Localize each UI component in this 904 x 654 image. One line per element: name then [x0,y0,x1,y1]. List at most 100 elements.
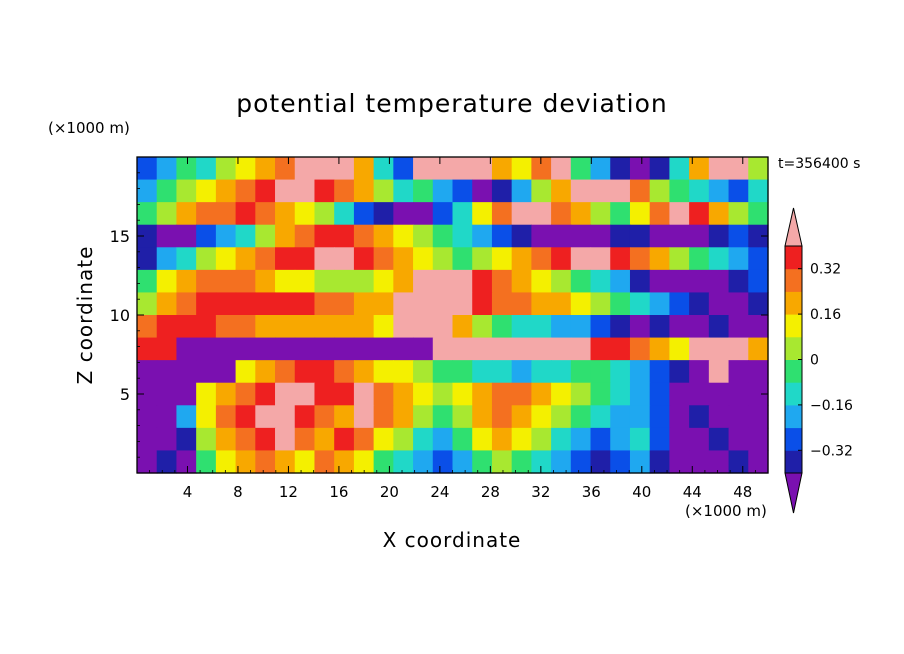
contour-cell [551,157,572,181]
colorbar-extend-top [784,207,803,247]
contour-cell [649,202,671,226]
contour-cell [748,179,769,203]
contour-cell [531,450,552,474]
contour-cell [137,224,158,248]
contour-cell [413,202,434,226]
contour-cell [511,360,532,384]
contour-cell [551,202,572,226]
contour-cell [689,337,710,361]
contour-cell [156,315,178,339]
contour-cell [689,315,710,339]
contour-cell [176,224,197,248]
contour-cell [629,315,651,339]
contour-cell [255,202,276,226]
contour-cell [728,382,749,406]
contour-cell [314,292,335,316]
contour-cell [708,427,730,452]
contour-cell [728,224,749,248]
contour-cell [235,315,256,339]
contour-cell [748,382,769,406]
contour-cell [472,292,493,316]
contour-cell [373,315,394,339]
contour-cell [215,450,237,474]
contour-cell [294,247,316,271]
contour-cell [728,450,749,474]
contour-cell [235,450,256,474]
contour-cell [452,450,473,474]
contour-cell [472,382,493,406]
contour-cell [610,269,631,294]
contour-cell [610,382,631,406]
contour-cell [235,269,256,294]
contour-cell [215,202,237,226]
contour-cell [393,450,414,474]
contour-cell [176,405,197,429]
contour-cell [432,315,454,339]
contour-cell [610,202,631,226]
contour-cell [452,405,473,429]
contour-cell [551,405,572,429]
contour-cell [196,405,217,429]
contour-cell [353,450,375,474]
x-tick-label: 16 [329,483,348,501]
contour-cell [748,405,769,429]
contour-cell [413,382,434,406]
contour-cell [610,292,631,316]
contour-cell [196,269,217,294]
contour-cell [629,427,651,452]
contour-cell [137,315,158,339]
contour-cell [590,315,611,339]
contour-cell [413,292,434,316]
contour-cell [294,269,316,294]
contour-cell [275,269,296,294]
contour-cell [215,427,237,452]
contour-cell [491,405,513,429]
contour-cell [235,179,256,203]
contour-cell [413,179,434,203]
contour-cell [649,427,671,452]
contour-cell [669,427,690,452]
contour-cell [255,269,276,294]
contour-cell [531,157,552,181]
contour-cell [373,179,394,203]
contour-cell [452,202,473,226]
contour-cell [334,179,355,203]
contour-cell [708,382,730,406]
contour-cell [629,157,651,181]
contour-cell [196,315,217,339]
contour-cell [570,269,592,294]
contour-cell [629,450,651,474]
contour-cell [235,292,256,316]
contour-cell [432,202,454,226]
contour-cell [531,202,552,226]
contour-cell [334,405,355,429]
x-axis-ticks: 4 8 12 16 20 24 28 32 36 40 44 48 [149,157,756,501]
contour-cell [393,224,414,248]
x-tick-label: 4 [183,483,193,501]
contour-cell [491,382,513,406]
contour-cell [708,269,730,294]
contour-cell [629,382,651,406]
contour-cell [551,269,572,294]
contour-cell [314,427,335,452]
contour-cell [748,224,769,248]
contour-cell [452,179,473,203]
x-tick-label: 36 [582,483,601,501]
contour-cell [708,179,730,203]
contour-cell [551,179,572,203]
contour-cell [669,269,690,294]
contour-cell [472,315,493,339]
contour-cell [137,202,158,226]
contour-cell [551,360,572,384]
contour-cell [551,450,572,474]
contour-cell [215,292,237,316]
contour-cell [689,405,710,429]
contour-cell [748,450,769,474]
colorbar-segment [785,291,802,315]
contour-cell [511,247,532,271]
contour-cell [255,292,276,316]
contour-cell [176,382,197,406]
contour-cell [314,337,335,361]
chart-title: potential temperature deviation [236,89,667,118]
